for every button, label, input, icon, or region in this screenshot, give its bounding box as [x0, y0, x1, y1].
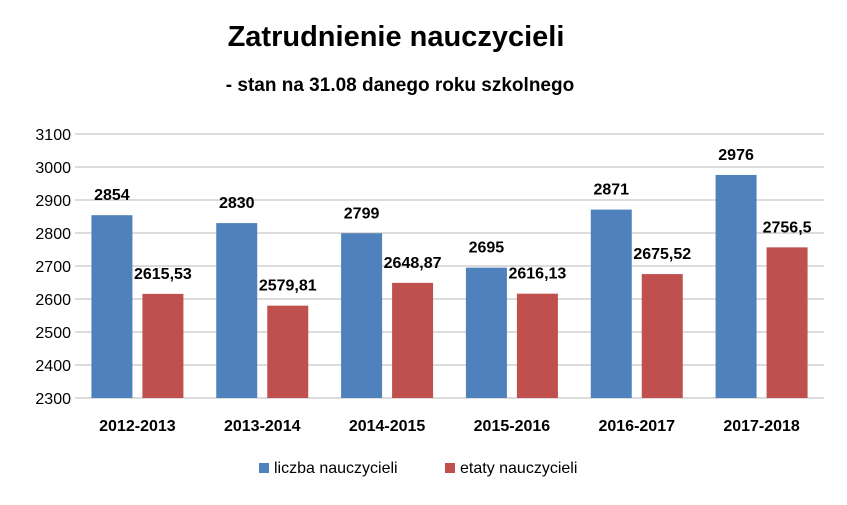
legend: liczba nauczycieli etaty nauczycieli	[259, 460, 577, 477]
legend-label: liczba nauczycieli	[274, 460, 398, 477]
data-label: 2830	[219, 195, 255, 212]
chart-title: Zatrudnienie nauczycieli	[228, 21, 565, 53]
y-tick-label: 2700	[35, 259, 71, 276]
x-tick-label: 2017-2018	[723, 418, 800, 435]
bar-liczba-nauczycieli	[216, 223, 258, 398]
legend-label: etaty nauczycieli	[460, 460, 577, 477]
y-tick-label: 2800	[35, 226, 71, 243]
bars	[91, 174, 808, 398]
data-label: 2616,13	[508, 266, 566, 283]
y-tick-label: 3000	[35, 160, 71, 177]
x-tick-label: 2013-2014	[224, 418, 301, 435]
legend-swatch	[445, 463, 455, 473]
bar-liczba-nauczycieli	[341, 233, 383, 398]
bar-liczba-nauczycieli	[715, 174, 757, 398]
bar-liczba-nauczycieli	[590, 209, 632, 398]
bar-etaty-nauczycieli	[142, 293, 184, 398]
y-tick-label: 2400	[35, 358, 71, 375]
data-label: 2615,53	[134, 266, 192, 283]
legend-swatch	[259, 463, 269, 473]
x-axis-ticks: 2012-2013 2013-2014 2014-2015 2015-2016 2016…	[99, 418, 800, 435]
y-axis-ticks: 2300 2400 2500 2600 2700 2800 2900 3000 3100	[35, 127, 71, 408]
y-tick-label: 2600	[35, 292, 71, 309]
data-label: 2756,5	[763, 219, 812, 236]
bar-etaty-nauczycieli	[766, 247, 808, 398]
x-tick-label: 2016-2017	[598, 418, 675, 435]
data-labels: 2854 2615,53 2830 2579,81 2799 2648,87 2695261…	[94, 147, 812, 295]
y-tick-label: 2900	[35, 193, 71, 210]
x-tick-label: 2015-2016	[474, 418, 551, 435]
bar-liczba-nauczycieli	[91, 215, 133, 398]
bar-etaty-nauczycieli	[641, 274, 683, 398]
data-label: 2871	[593, 182, 629, 199]
bar-etaty-nauczycieli	[267, 305, 309, 398]
data-label: 2854	[94, 187, 130, 204]
bar-etaty-nauczycieli	[392, 282, 434, 398]
x-tick-label: 2012-2013	[99, 418, 176, 435]
data-label: 2799	[344, 205, 380, 222]
bar-etaty-nauczycieli	[516, 293, 558, 398]
chart-subtitle: - stan na 31.08 danego roku szkolnego	[226, 75, 574, 96]
data-label: 2675,52	[633, 246, 691, 263]
y-tick-label: 2500	[35, 325, 71, 342]
y-tick-label: 3100	[35, 127, 71, 144]
x-tick-label: 2014-2015	[349, 418, 426, 435]
data-label: 2695	[469, 240, 505, 257]
y-tick-label: 2300	[35, 391, 71, 408]
data-label: 2648,87	[384, 255, 442, 272]
bar-liczba-nauczycieli	[465, 267, 507, 398]
data-label: 2976	[718, 147, 754, 164]
gridlines	[75, 133, 824, 399]
data-label: 2579,81	[259, 278, 317, 295]
